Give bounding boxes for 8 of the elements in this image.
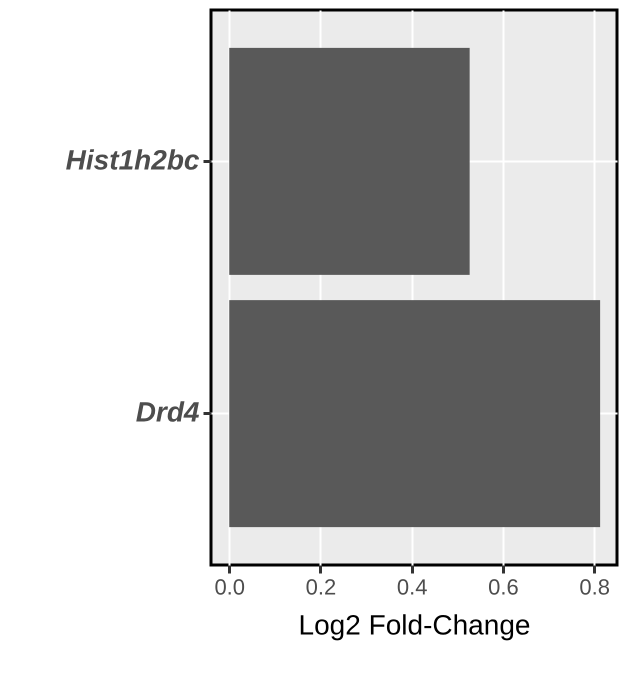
x-tick-label: 0.0 bbox=[214, 574, 246, 600]
x-tick-label: 0.2 bbox=[306, 574, 336, 600]
x-tick-label: 0.8 bbox=[579, 574, 610, 600]
x-axis-title: Log2 Fold-Change bbox=[298, 610, 530, 640]
y-tick-label: Drd4 bbox=[136, 396, 200, 428]
x-tick-label: 0.4 bbox=[396, 574, 428, 600]
x-tick-label: 0.6 bbox=[488, 574, 519, 600]
y-tick-label: Hist1h2bc bbox=[66, 144, 200, 176]
